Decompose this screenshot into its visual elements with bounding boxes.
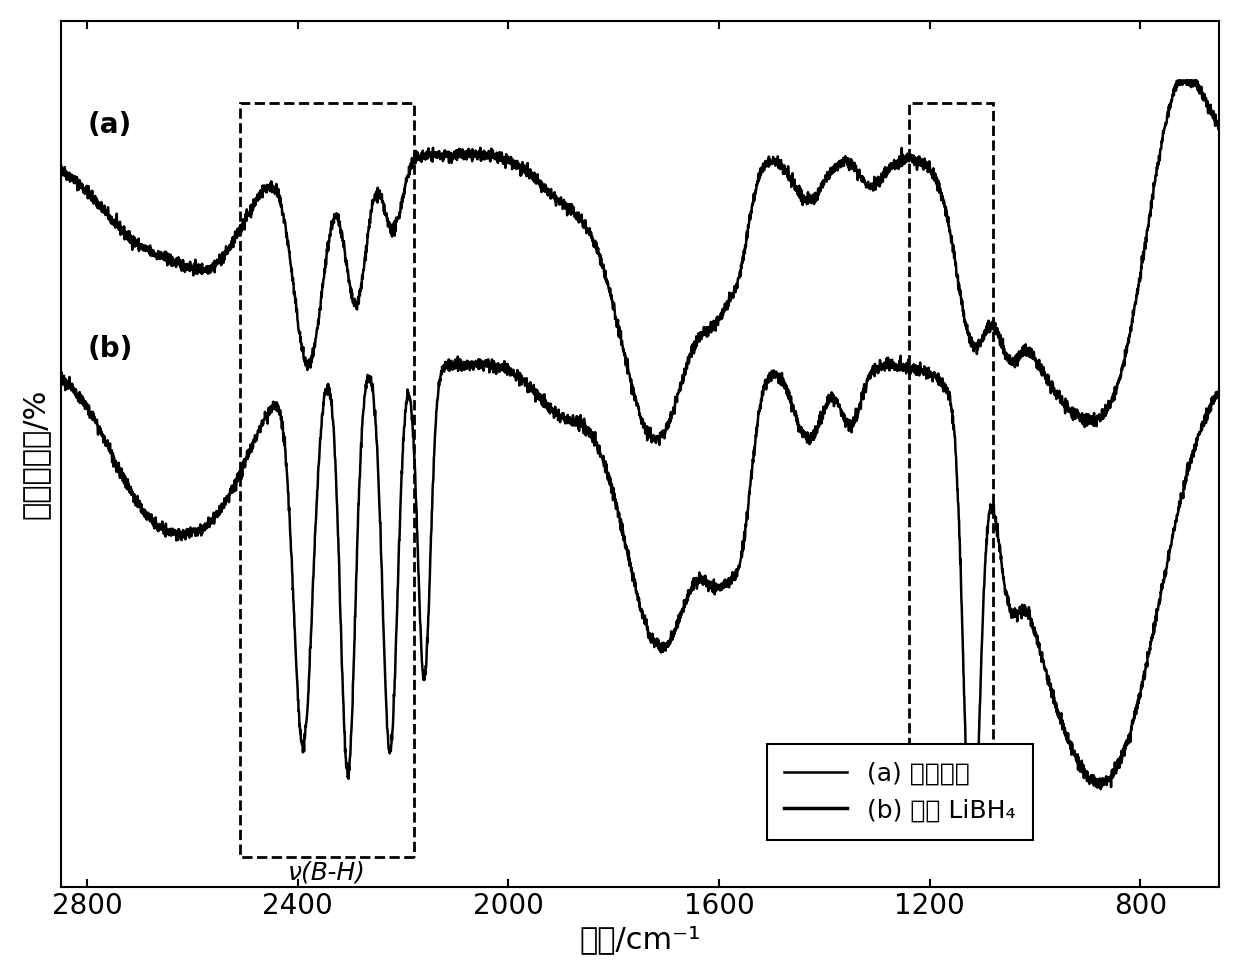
Bar	[909, 103, 993, 753]
Text: ν(B-H): ν(B-H)	[288, 861, 366, 884]
Text: (b): (b)	[87, 335, 133, 364]
Bar	[241, 103, 414, 857]
X-axis label: 波数/cm⁻¹: 波数/cm⁻¹	[579, 925, 701, 955]
Legend: (a) 提纯产物, (b) 商业 LiBH₄: (a) 提纯产物, (b) 商业 LiBH₄	[766, 744, 1033, 839]
Text: δ(B-H): δ(B-H)	[921, 749, 1001, 772]
Text: (a): (a)	[87, 111, 131, 139]
Y-axis label: 相对透过率/%: 相对透过率/%	[21, 389, 50, 519]
